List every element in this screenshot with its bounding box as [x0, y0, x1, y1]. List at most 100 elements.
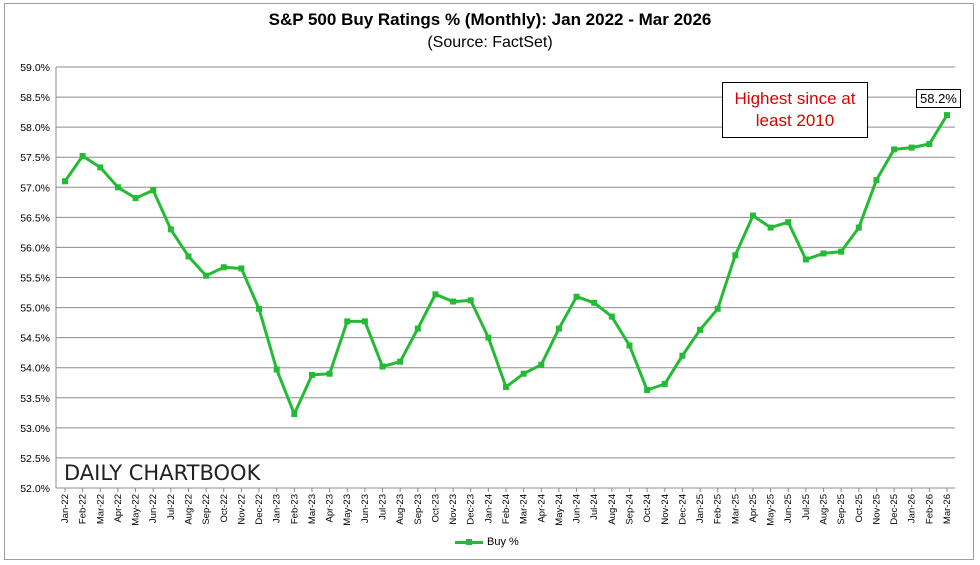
- last-value-label: 58.2%: [916, 89, 961, 108]
- data-point: [767, 224, 774, 231]
- x-tick-label: Jan-26: [907, 494, 918, 523]
- data-point: [379, 363, 386, 370]
- x-tick-label: Feb-26: [924, 494, 935, 524]
- data-point: [291, 411, 298, 418]
- x-tick-label: Jun-23: [360, 494, 371, 523]
- x-tick-label: Nov-22: [236, 494, 247, 525]
- y-tick-label: 55.0%: [20, 303, 50, 315]
- data-point: [79, 153, 86, 160]
- series-buy-pct: [62, 112, 950, 418]
- x-tick-label: Mar-22: [95, 494, 106, 524]
- data-point: [520, 370, 527, 377]
- data-point: [608, 313, 615, 320]
- y-tick-label: 53.0%: [20, 423, 50, 435]
- data-point: [626, 342, 633, 349]
- x-tick-label: Jan-22: [60, 494, 71, 523]
- x-tick-label: Mar-23: [307, 494, 318, 524]
- y-tick-label: 58.0%: [20, 122, 50, 134]
- data-point: [114, 184, 121, 191]
- x-tick-label: Mar-24: [519, 494, 530, 524]
- y-tick-label: 54.0%: [20, 363, 50, 375]
- data-point: [432, 291, 439, 298]
- data-point: [414, 325, 421, 332]
- x-tick-label: Dec-25: [889, 494, 900, 525]
- data-point: [62, 178, 68, 185]
- data-point: [697, 326, 704, 333]
- data-point: [661, 380, 668, 387]
- x-tick-label: Aug-24: [607, 494, 618, 525]
- data-point: [185, 253, 192, 260]
- data-point: [891, 146, 898, 153]
- data-point: [326, 370, 333, 377]
- x-tick-label: May-22: [131, 494, 142, 526]
- data-point: [714, 305, 721, 312]
- data-point: [344, 318, 351, 325]
- x-tick-label: May-25: [766, 494, 777, 526]
- y-tick-label: 52.0%: [20, 483, 50, 495]
- x-tick-label: Nov-25: [871, 494, 882, 525]
- data-point: [644, 386, 651, 393]
- data-point: [485, 334, 492, 341]
- x-tick-label: Apr-22: [113, 494, 124, 523]
- x-tick-label: Nov-23: [448, 494, 459, 525]
- data-point: [732, 252, 739, 259]
- x-tick-label: Oct-23: [430, 494, 441, 523]
- data-point: [97, 164, 104, 171]
- y-tick-label: 58.5%: [20, 92, 50, 104]
- y-tick-label: 52.5%: [20, 453, 50, 465]
- data-point: [908, 144, 915, 151]
- x-tick-label: Dec-23: [466, 494, 477, 525]
- annotation-box: Highest since at least 2010: [722, 82, 868, 138]
- data-point: [450, 298, 457, 305]
- x-tick-label: Mar-25: [730, 494, 741, 524]
- data-point: [802, 256, 809, 263]
- x-tick-label: Mar-26: [942, 494, 953, 524]
- x-tick-label: May-24: [554, 494, 565, 526]
- x-tick-label: Jan-24: [483, 494, 494, 523]
- data-point: [503, 383, 509, 390]
- y-tick-label: 54.5%: [20, 333, 50, 345]
- x-tick-label: Aug-22: [183, 494, 194, 525]
- x-tick-label: Sep-22: [201, 494, 212, 525]
- x-axis-ticks: Jan-22 Feb-22 Mar-22 Apr-22 May-22 Jun-22 Jul-…: [60, 488, 953, 526]
- x-tick-label: Oct-25: [854, 494, 865, 523]
- data-point: [220, 264, 227, 271]
- data-point: [591, 299, 598, 306]
- x-tick-label: Nov-24: [660, 494, 671, 525]
- x-tick-label: Jan-23: [272, 494, 283, 523]
- legend-swatch-icon: [455, 537, 483, 547]
- y-tick-label: 56.5%: [20, 212, 50, 224]
- x-tick-label: Aug-25: [819, 494, 830, 525]
- legend: Buy %: [455, 536, 519, 548]
- x-tick-label: Jul-24: [589, 494, 600, 520]
- data-point: [132, 195, 139, 202]
- data-point: [555, 325, 562, 332]
- x-tick-label: Aug-23: [395, 494, 406, 525]
- x-tick-label: Apr-23: [325, 494, 336, 523]
- x-tick-label: Feb-25: [713, 494, 724, 524]
- annotation-text: Highest since at least 2010: [734, 89, 856, 130]
- legend-label: Buy %: [487, 536, 519, 548]
- x-tick-label: Jun-22: [148, 494, 159, 523]
- x-tick-label: Jul-22: [166, 494, 177, 520]
- x-tick-label: Jul-25: [801, 494, 812, 520]
- y-tick-label: 57.0%: [20, 182, 50, 194]
- data-point: [150, 187, 157, 194]
- x-tick-label: Apr-25: [748, 494, 759, 523]
- x-tick-label: Dec-24: [677, 494, 688, 525]
- data-point: [944, 112, 950, 119]
- data-point: [361, 318, 368, 325]
- x-tick-label: Feb-23: [289, 494, 300, 524]
- y-tick-label: 57.5%: [20, 152, 50, 164]
- data-point: [749, 212, 756, 219]
- y-tick-label: 55.5%: [20, 273, 50, 285]
- x-tick-label: Jan-25: [695, 494, 706, 523]
- series-line: [63, 114, 949, 416]
- data-point: [785, 219, 792, 226]
- data-point: [167, 226, 174, 233]
- data-point: [538, 361, 545, 368]
- x-tick-label: Jun-24: [572, 494, 583, 523]
- x-tick-label: Jun-25: [783, 494, 794, 523]
- chart-title: S&P 500 Buy Ratings % (Monthly): Jan 202…: [268, 10, 712, 29]
